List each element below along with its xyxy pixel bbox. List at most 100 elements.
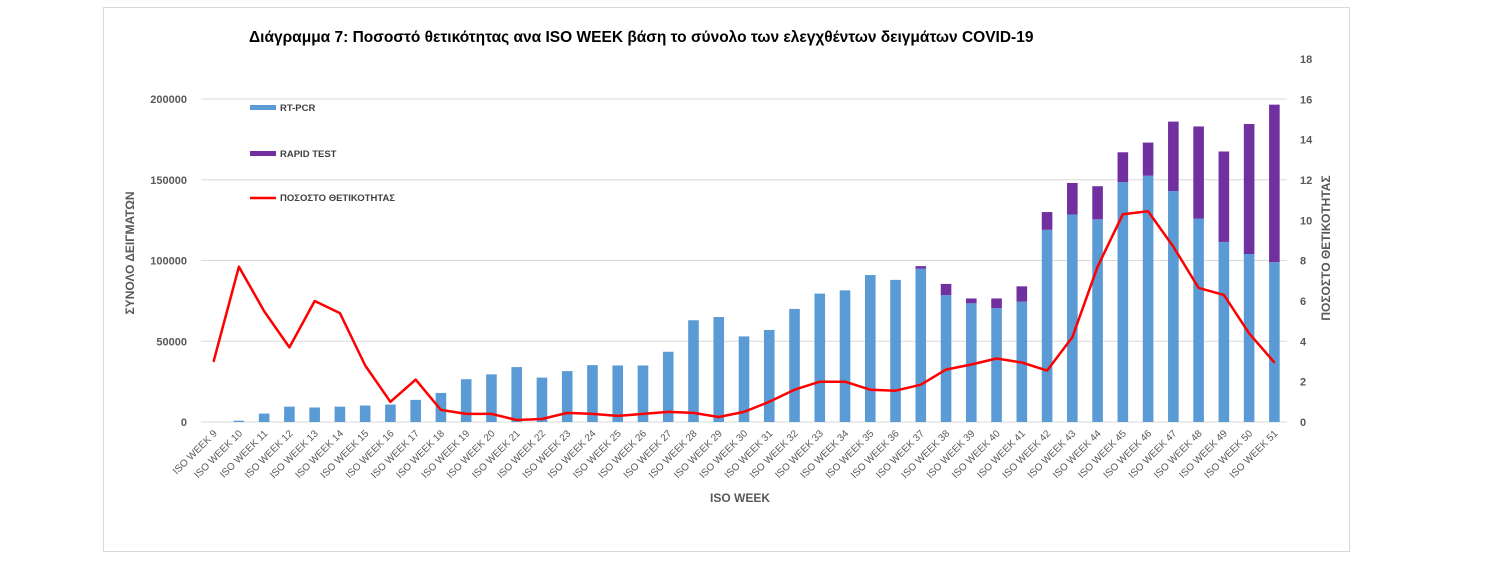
positivity-point — [793, 388, 796, 391]
bar-rapid-test — [1269, 104, 1280, 263]
positivity-point — [616, 415, 619, 417]
legend: RT-PCR RAPID TEST ΠΟΣΟΣΤΟ ΘΕΤΙΚΟΤΗΤΑΣ — [250, 103, 395, 204]
y-tick-label: 150000 — [150, 175, 187, 187]
y2-tick-label: 14 — [1300, 135, 1313, 147]
positivity-point — [591, 413, 594, 415]
y2-tick-label: 8 — [1300, 256, 1306, 268]
positivity-point — [1273, 361, 1276, 364]
positivity-point — [945, 368, 947, 371]
bar-rt-pcr — [1243, 254, 1255, 422]
y-axis-title: ΣΥΝΟΛΟ ΔΕΙΓΜΑΤΩΝ — [123, 191, 137, 314]
y-tick-label: 100000 — [150, 256, 187, 268]
bar-rt-pcr — [738, 336, 750, 422]
bar-rt-pcr — [1041, 229, 1053, 422]
bar-rt-pcr — [511, 367, 523, 422]
bar-rt-pcr — [864, 275, 876, 422]
positivity-point — [490, 413, 493, 415]
bar-rapid-test — [1067, 182, 1078, 215]
positivity-point — [995, 357, 998, 360]
bar-rapid-test — [1193, 126, 1204, 219]
y-axis-ticks: 0 50000 100000 150000 200000 — [150, 94, 187, 429]
bar-rapid-test — [991, 298, 1002, 309]
line-series — [212, 210, 1276, 422]
y-tick-label: 50000 — [156, 336, 187, 348]
positivity-point — [1096, 265, 1099, 268]
bar-rt-pcr — [1092, 219, 1103, 422]
positivity-point — [566, 412, 569, 414]
positivity-point — [869, 388, 872, 391]
positivity-point — [970, 363, 973, 366]
y2-axis-ticks: 0 2 4 6 8 10 12 14 16 18 — [1300, 54, 1313, 429]
positivity-point — [238, 265, 240, 268]
bar-rt-pcr — [1117, 182, 1129, 422]
chart-frame: Διάγραμμα 7: Ποσοστό θετικότητας ανα ISO… — [103, 7, 1350, 552]
bar-rt-pcr — [1193, 218, 1204, 422]
y2-tick-label: 4 — [1300, 336, 1307, 348]
bar-rt-pcr — [839, 290, 851, 422]
positivity-point — [717, 416, 720, 418]
bar-rt-pcr — [385, 404, 396, 422]
positivity-point — [263, 310, 265, 312]
bar-rt-pcr — [309, 407, 320, 422]
positivity-point — [642, 413, 644, 415]
bar-rapid-test — [1243, 124, 1255, 255]
bar-rt-pcr — [1269, 262, 1280, 422]
bar-rt-pcr — [688, 320, 699, 422]
bar-rapid-test — [1016, 286, 1028, 302]
bar-rt-pcr — [637, 365, 649, 422]
bar-rt-pcr — [486, 374, 497, 422]
bar-rt-pcr — [460, 379, 472, 422]
positivity-point — [844, 380, 846, 383]
gridlines — [201, 98, 1287, 423]
y2-tick-label: 2 — [1300, 377, 1306, 389]
bar-rapid-test — [940, 283, 952, 296]
positivity-point — [313, 300, 316, 302]
positivity-point — [894, 389, 897, 392]
y2-tick-label: 16 — [1300, 94, 1312, 106]
bar-rt-pcr — [334, 406, 346, 422]
positivity-point — [440, 409, 442, 411]
y2-tick-label: 6 — [1300, 296, 1306, 308]
positivity-point — [515, 419, 518, 421]
y2-tick-label: 10 — [1300, 215, 1312, 227]
bar-rt-pcr — [814, 293, 826, 422]
positivity-point — [1021, 361, 1023, 364]
y2-tick-label: 12 — [1300, 175, 1312, 187]
bar-rt-pcr — [940, 295, 952, 422]
bar-rt-pcr — [1067, 214, 1078, 422]
bar-rt-pcr — [1142, 175, 1154, 422]
positivity-point — [919, 383, 922, 386]
positivity-point — [1197, 287, 1200, 289]
bar-rt-pcr — [284, 406, 295, 422]
bar-rapid-test — [915, 266, 927, 269]
bar-rt-pcr — [991, 308, 1002, 422]
positivity-point — [288, 346, 291, 349]
bar-rt-pcr — [965, 303, 977, 422]
bar-rt-pcr — [359, 405, 371, 422]
positivity-point — [465, 413, 467, 415]
chart-svg: Διάγραμμα 7: Ποσοστό θετικότητας ανα ISO… — [123, 29, 1333, 505]
positivity-point — [692, 412, 695, 414]
bar-rapid-test — [1218, 151, 1230, 242]
legend-label-rt-pcr: RT-PCR — [280, 103, 316, 114]
y2-tick-label: 18 — [1300, 54, 1312, 66]
bar-rt-pcr — [612, 365, 624, 422]
legend-swatch-rapid-test — [250, 151, 276, 156]
x-axis-title: ISO WEEK — [710, 491, 770, 505]
positivity-point — [1248, 332, 1250, 335]
positivity-point — [1122, 213, 1124, 216]
bar-rt-pcr — [890, 279, 901, 422]
bar-rapid-test — [1168, 121, 1179, 192]
positivity-point — [414, 378, 417, 381]
legend-label-positivity: ΠΟΣΟΣΤΟ ΘΕΤΙΚΟΤΗΤΑΣ — [280, 193, 395, 204]
positivity-point — [1147, 210, 1149, 213]
legend-swatch-rt-pcr — [250, 105, 276, 110]
bar-rt-pcr — [410, 399, 421, 422]
y2-axis-title: ΠΟΣΟΣΤΟ ΘΕΤΙΚΟΤΗΤΑΣ — [1319, 175, 1333, 320]
bar-rt-pcr — [789, 308, 800, 422]
positivity-point — [1046, 369, 1048, 372]
positivity-point — [364, 364, 366, 367]
positivity-point — [768, 401, 771, 403]
positivity-point — [1223, 294, 1225, 296]
bar-rt-pcr — [435, 392, 447, 422]
